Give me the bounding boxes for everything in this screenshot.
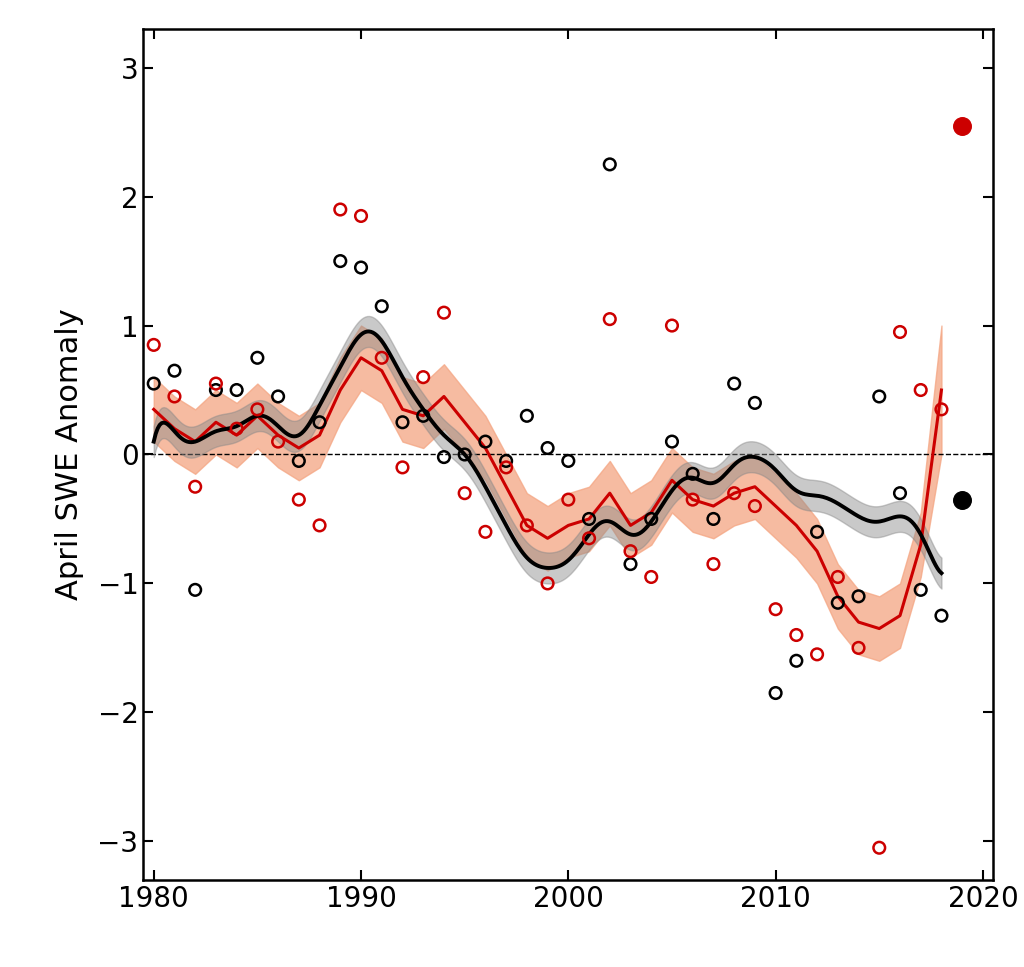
Point — [560, 454, 577, 469]
Point — [726, 376, 742, 392]
Point — [767, 601, 783, 617]
Point — [498, 454, 514, 469]
Y-axis label: April SWE Anomaly: April SWE Anomaly — [54, 308, 84, 601]
Point — [892, 324, 908, 339]
Point — [353, 260, 370, 276]
Point — [208, 376, 224, 392]
Point — [726, 485, 742, 501]
Point — [912, 382, 929, 397]
Point — [560, 492, 577, 508]
Point — [436, 450, 453, 465]
Point — [228, 421, 245, 436]
Point — [684, 466, 700, 482]
Point — [415, 369, 431, 385]
Point — [187, 479, 204, 494]
Point — [601, 311, 617, 327]
Point — [332, 202, 348, 218]
Point — [767, 686, 783, 701]
Point — [249, 350, 265, 366]
Point — [145, 376, 162, 392]
Point — [871, 840, 888, 856]
Point — [166, 363, 182, 378]
Point — [623, 556, 639, 571]
Point — [311, 517, 328, 533]
Point — [187, 582, 204, 598]
Point — [643, 570, 659, 585]
Point — [581, 531, 597, 546]
Point — [332, 253, 348, 269]
Point — [788, 628, 805, 643]
Point — [477, 524, 494, 540]
Point — [228, 382, 245, 397]
Point — [684, 492, 700, 508]
Point — [540, 575, 556, 591]
Point — [291, 492, 307, 508]
Point — [208, 382, 224, 397]
Point — [519, 408, 536, 424]
Point — [706, 556, 722, 571]
Point — [394, 415, 411, 430]
Point — [166, 389, 182, 404]
Point — [291, 454, 307, 469]
Point — [145, 337, 162, 353]
Point — [871, 389, 888, 404]
Point — [394, 459, 411, 475]
Point — [601, 157, 617, 172]
Point — [270, 434, 287, 450]
Point — [457, 447, 473, 462]
Point — [353, 208, 370, 223]
Point — [809, 524, 825, 540]
Point — [892, 485, 908, 501]
Point — [643, 512, 659, 527]
Point — [623, 543, 639, 559]
Point — [415, 408, 431, 424]
Point — [311, 415, 328, 430]
Point — [809, 647, 825, 662]
Point — [954, 118, 971, 133]
Point — [788, 653, 805, 668]
Point — [933, 608, 949, 624]
Point — [829, 570, 846, 585]
Point — [477, 434, 494, 450]
Point — [912, 582, 929, 598]
Point — [519, 517, 536, 533]
Point — [498, 459, 514, 475]
Point — [457, 485, 473, 501]
Point — [706, 512, 722, 527]
Point — [664, 434, 680, 450]
Point — [374, 350, 390, 366]
Point — [933, 401, 949, 417]
Point — [270, 389, 287, 404]
Point — [249, 401, 265, 417]
Point — [954, 492, 971, 508]
Point — [746, 498, 763, 513]
Point — [850, 589, 866, 604]
Point — [664, 318, 680, 334]
Point — [374, 299, 390, 314]
Point — [540, 440, 556, 455]
Point — [581, 512, 597, 527]
Point — [850, 640, 866, 656]
Point — [436, 305, 453, 320]
Point — [829, 595, 846, 610]
Point — [746, 396, 763, 411]
